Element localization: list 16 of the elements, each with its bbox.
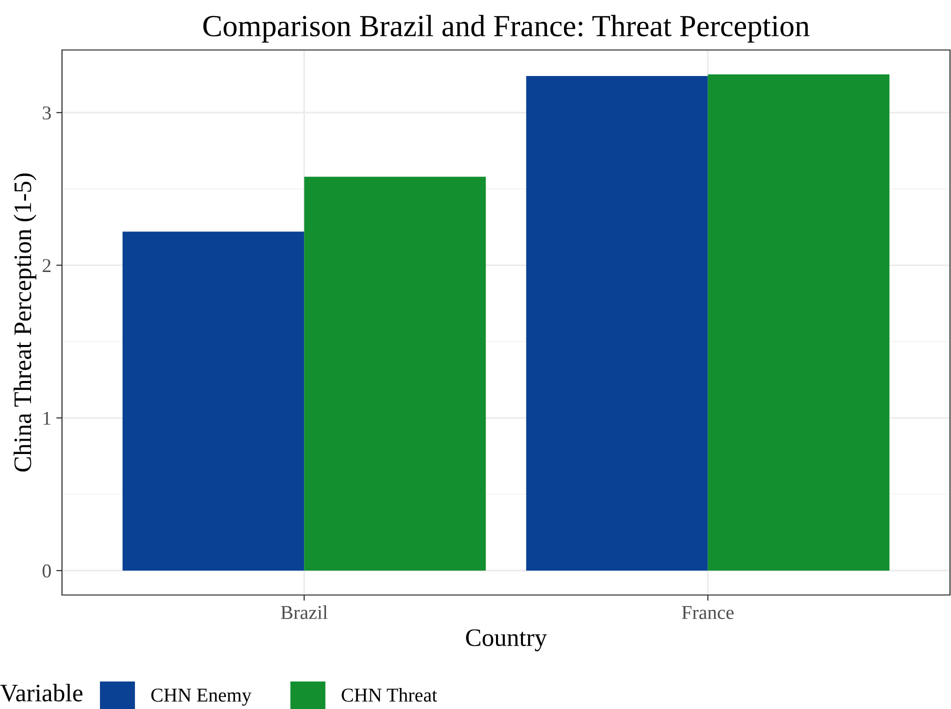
bar: [526, 76, 708, 571]
bar: [708, 74, 890, 571]
legend-label: CHN Enemy: [151, 688, 252, 706]
x-axis-title: Country: [466, 629, 547, 652]
y-axis-title: China Threat Perception (1-5): [14, 174, 36, 472]
y-tick-label: 0: [42, 564, 51, 578]
x-tick-label: Brazil: [280, 605, 328, 620]
legend-title: Variable: [0, 684, 82, 702]
bar: [122, 232, 304, 571]
x-tick-label: France: [682, 606, 734, 620]
y-tick-label: 3: [42, 106, 51, 120]
y-tick-label: 2: [42, 259, 51, 272]
legend-label: CHN Threat: [342, 688, 438, 702]
bar: [304, 176, 486, 571]
y-tick-label: 1: [44, 412, 50, 425]
chart-title: Comparison Brazil and France: Threat Perception: [203, 14, 810, 43]
